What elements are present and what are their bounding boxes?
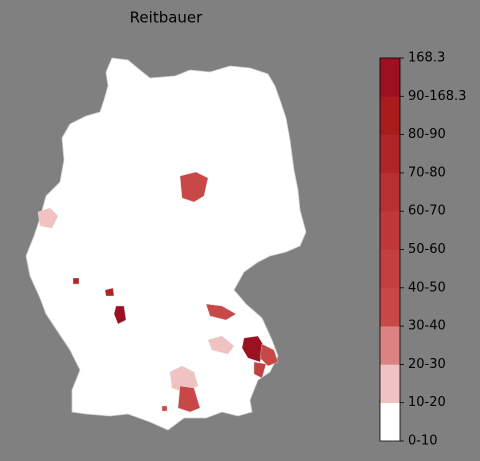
region: [161, 405, 168, 412]
colorbar-label: 50-60: [408, 242, 446, 257]
germany-map: [25, 57, 307, 431]
region: [259, 343, 279, 367]
colorbar-label: 30-40: [408, 319, 446, 334]
colorbar-segment: [380, 287, 400, 327]
colorbar-label: 20-30: [408, 357, 446, 372]
region: [169, 365, 199, 393]
country-outline: [25, 57, 307, 431]
region: [177, 385, 201, 413]
colorbar-segment: [380, 249, 400, 289]
colorbar-segment: [380, 58, 400, 97]
region: [72, 277, 80, 285]
region: [241, 335, 265, 363]
colorbar-label: 10-20: [408, 395, 446, 410]
region: [205, 303, 237, 321]
colorbar-segment: [380, 402, 400, 442]
region: [37, 207, 59, 229]
colorbar: 0-10 10-20 20-30 30-40 40-50 50-60 60-70 70-80 8…: [379, 51, 466, 449]
colorbar-segment: [380, 134, 400, 174]
colorbar-label: 80-90: [408, 127, 446, 142]
colorbar-label: 0-10: [408, 434, 438, 449]
region: [113, 305, 127, 325]
colorbar-label: 168.3: [408, 51, 445, 66]
colorbar-label: 70-80: [408, 165, 446, 180]
colorbar-segment: [380, 364, 400, 403]
colorbar-segment: [380, 326, 400, 365]
region: [253, 361, 267, 379]
region: [207, 335, 235, 355]
region: [104, 287, 115, 297]
colorbar-label: 40-50: [408, 280, 446, 295]
map-title: Reitbauer: [130, 9, 203, 27]
colorbar-segment: [380, 172, 400, 212]
colorbar-label: 90-168.3: [408, 89, 466, 104]
colorbar-segment: [380, 211, 400, 250]
colorbar-segment: [380, 96, 400, 135]
region: [179, 171, 209, 203]
colorbar-label: 60-70: [408, 204, 446, 219]
